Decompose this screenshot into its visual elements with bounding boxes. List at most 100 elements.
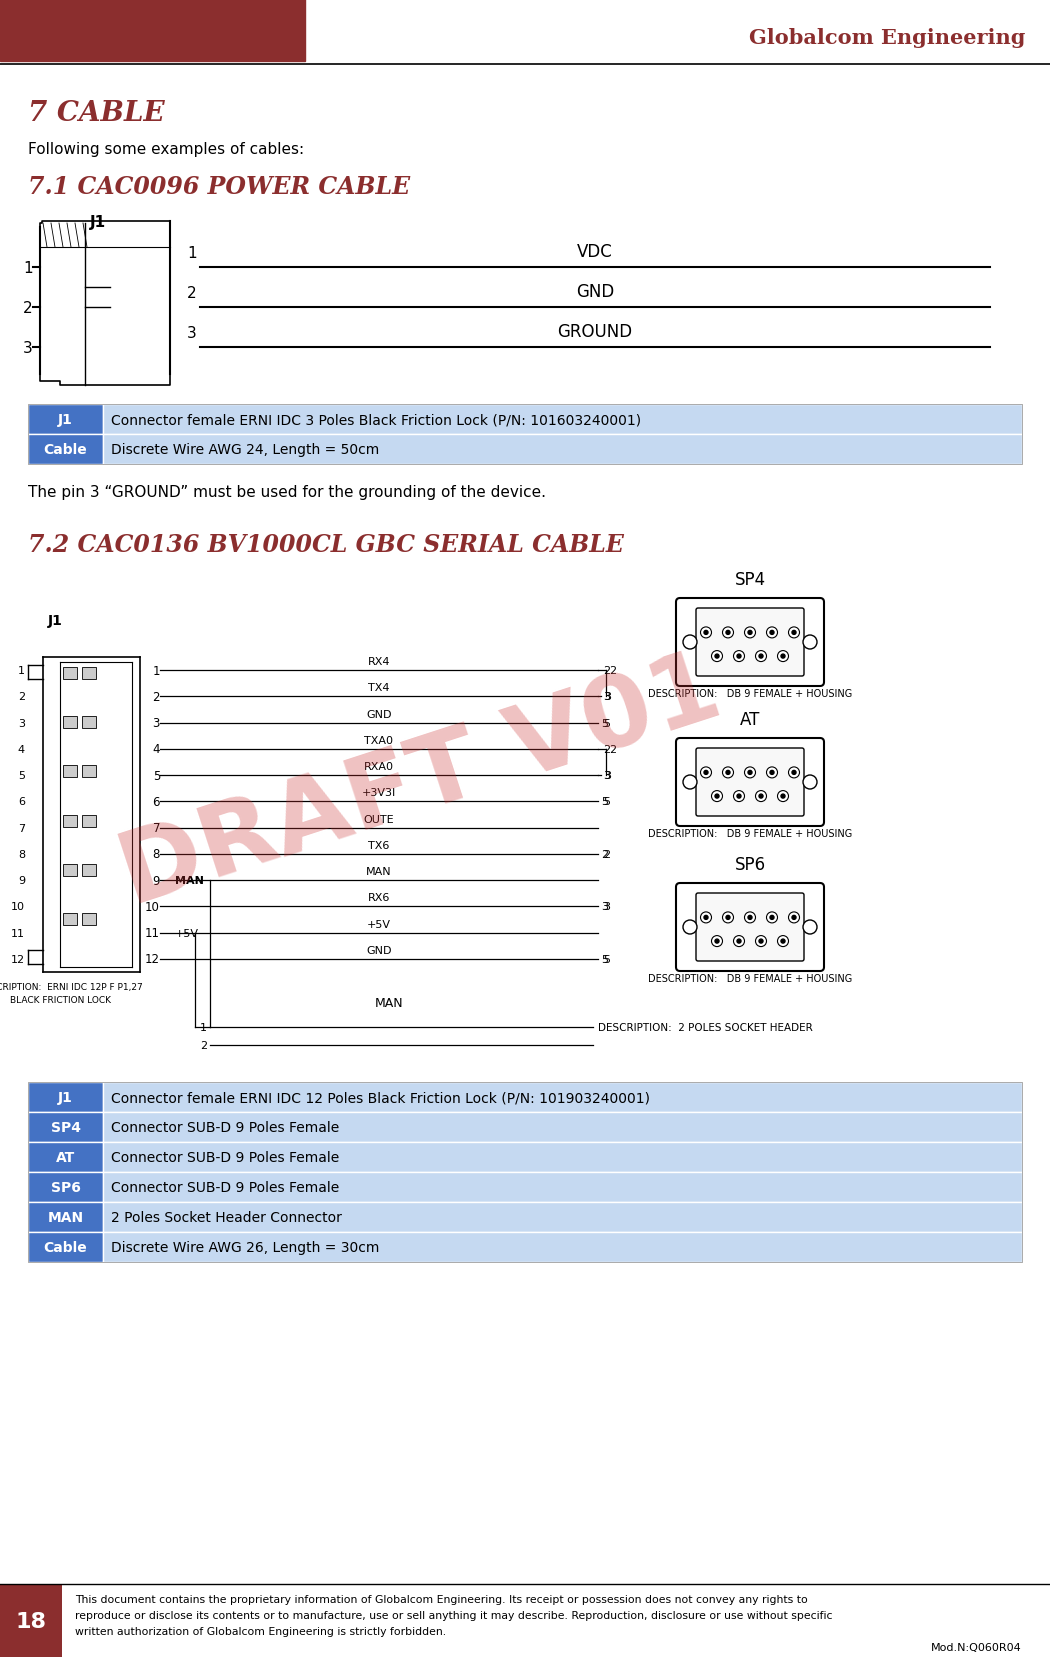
Circle shape	[789, 767, 799, 779]
FancyBboxPatch shape	[696, 608, 804, 676]
Circle shape	[748, 631, 752, 635]
Circle shape	[759, 795, 763, 799]
Circle shape	[756, 651, 766, 663]
Bar	[82, 668, 96, 679]
Circle shape	[744, 628, 756, 638]
Text: 2 Poles Socket Header Connector: 2 Poles Socket Header Connector	[111, 1210, 342, 1225]
Circle shape	[712, 651, 722, 663]
Circle shape	[756, 936, 766, 948]
Text: 3: 3	[603, 771, 610, 780]
Bar	[103, 1233, 1022, 1263]
FancyBboxPatch shape	[676, 739, 824, 827]
Circle shape	[748, 771, 752, 775]
Bar	[82, 717, 96, 729]
Text: TXA0: TXA0	[364, 736, 394, 746]
Circle shape	[734, 936, 744, 948]
Circle shape	[704, 771, 708, 775]
Text: 5: 5	[603, 954, 610, 964]
Circle shape	[759, 940, 763, 943]
Text: GROUND: GROUND	[558, 323, 632, 341]
Text: 3: 3	[23, 340, 33, 355]
Text: +5V: +5V	[368, 920, 391, 930]
Text: DESCRIPTION:  2 POLES SOCKET HEADER: DESCRIPTION: 2 POLES SOCKET HEADER	[598, 1022, 813, 1032]
Text: 6: 6	[152, 795, 160, 809]
Text: 3: 3	[603, 693, 610, 703]
Text: VDC: VDC	[578, 244, 613, 260]
Circle shape	[715, 795, 719, 799]
Circle shape	[722, 767, 734, 779]
Text: 8: 8	[18, 850, 25, 860]
Text: Connector female ERNI IDC 12 Poles Black Friction Lock (P/N: 101903240001): Connector female ERNI IDC 12 Poles Black…	[111, 1090, 650, 1104]
Text: DESCRIPTION:  ERNI IDC 12P F P1,27: DESCRIPTION: ERNI IDC 12P F P1,27	[0, 983, 143, 991]
Bar	[82, 766, 96, 777]
Circle shape	[737, 655, 741, 659]
Circle shape	[734, 790, 744, 802]
Bar	[28, 1112, 103, 1142]
Text: DESCRIPTION:   DB 9 FEMALE + HOUSING: DESCRIPTION: DB 9 FEMALE + HOUSING	[648, 973, 853, 983]
Circle shape	[756, 790, 766, 802]
Bar	[28, 1142, 103, 1171]
Text: The pin 3 “GROUND” must be used for the grounding of the device.: The pin 3 “GROUND” must be used for the …	[28, 486, 546, 500]
FancyBboxPatch shape	[676, 598, 824, 686]
Bar	[0, 1584, 62, 1657]
Text: Cable: Cable	[44, 442, 87, 457]
Circle shape	[700, 913, 712, 923]
Circle shape	[715, 655, 719, 659]
Text: 12: 12	[145, 953, 160, 966]
Bar	[63, 668, 77, 679]
Bar	[103, 1082, 1022, 1112]
Circle shape	[734, 651, 744, 663]
Text: J1: J1	[58, 413, 72, 428]
Text: 5: 5	[603, 797, 610, 807]
Text: J1: J1	[90, 215, 106, 230]
Text: MAN: MAN	[366, 867, 392, 877]
Text: Discrete Wire AWG 24, Length = 50cm: Discrete Wire AWG 24, Length = 50cm	[111, 442, 379, 457]
Circle shape	[726, 771, 730, 775]
Text: 2: 2	[18, 693, 25, 703]
Circle shape	[770, 916, 774, 920]
Bar	[28, 1203, 103, 1233]
Text: GND: GND	[575, 283, 614, 302]
Bar	[103, 1203, 1022, 1233]
Text: +3V3I: +3V3I	[362, 787, 396, 799]
Text: AT: AT	[56, 1150, 76, 1165]
Text: GND: GND	[366, 944, 392, 956]
Bar	[103, 404, 1022, 434]
Circle shape	[777, 790, 789, 802]
Text: 6: 6	[18, 797, 25, 807]
Text: 12: 12	[10, 954, 25, 964]
Circle shape	[722, 913, 734, 923]
Text: TX4: TX4	[369, 683, 390, 693]
Text: 3: 3	[152, 717, 160, 729]
Bar	[28, 1082, 103, 1112]
Circle shape	[803, 920, 817, 935]
Bar	[63, 815, 77, 827]
Text: 10: 10	[10, 901, 25, 911]
Text: 11: 11	[10, 928, 25, 938]
Text: AT: AT	[740, 711, 760, 729]
Text: DESCRIPTION:   DB 9 FEMALE + HOUSING: DESCRIPTION: DB 9 FEMALE + HOUSING	[648, 828, 853, 838]
Text: 1: 1	[152, 664, 160, 678]
Circle shape	[726, 631, 730, 635]
Circle shape	[792, 631, 796, 635]
Circle shape	[766, 913, 777, 923]
Bar	[82, 913, 96, 925]
Bar	[28, 404, 1022, 464]
Text: 1: 1	[187, 245, 196, 260]
Circle shape	[777, 936, 789, 948]
Text: MAN: MAN	[175, 875, 204, 885]
Circle shape	[770, 771, 774, 775]
Text: SP4: SP4	[734, 570, 765, 588]
Text: 3: 3	[604, 693, 611, 703]
FancyBboxPatch shape	[676, 883, 824, 971]
Text: Following some examples of cables:: Following some examples of cables:	[28, 143, 304, 157]
Text: 1: 1	[18, 666, 25, 676]
Text: Connector SUB-D 9 Poles Female: Connector SUB-D 9 Poles Female	[111, 1150, 339, 1165]
Text: 10: 10	[145, 900, 160, 913]
Text: DESCRIPTION:   DB 9 FEMALE + HOUSING: DESCRIPTION: DB 9 FEMALE + HOUSING	[648, 689, 853, 699]
Text: MAN: MAN	[47, 1210, 84, 1225]
Circle shape	[766, 628, 777, 638]
Text: 3: 3	[601, 901, 608, 911]
Text: 1: 1	[200, 1022, 207, 1032]
Text: RX6: RX6	[368, 893, 391, 903]
